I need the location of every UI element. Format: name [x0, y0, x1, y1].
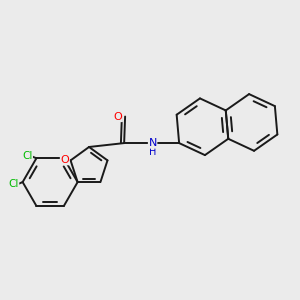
- Text: H: H: [149, 147, 156, 157]
- Text: Cl: Cl: [22, 151, 32, 161]
- Text: O: O: [114, 112, 122, 122]
- Text: Cl: Cl: [8, 179, 19, 189]
- Text: N: N: [148, 138, 157, 148]
- Text: O: O: [60, 155, 69, 165]
